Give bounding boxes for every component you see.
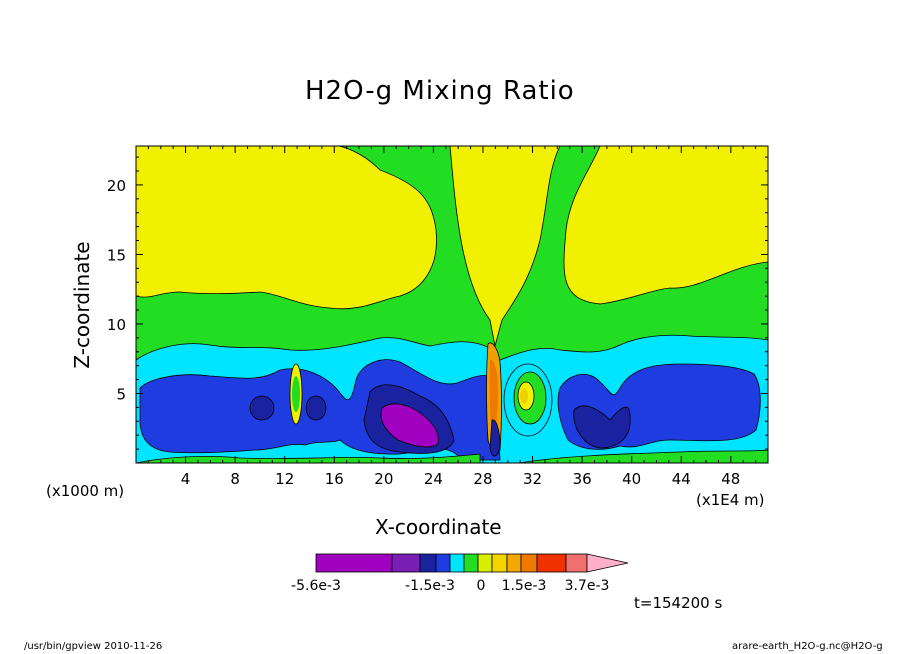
x-tick-label: 44 (672, 470, 691, 488)
colorbar-segment (506, 553, 522, 573)
x-tick-label: 8 (230, 470, 240, 488)
field-deep-core-left-a (249, 395, 275, 421)
colorbar-label: -5.6e-3 (291, 578, 341, 594)
colorbar-segment (449, 553, 465, 573)
field-green-blob-12 (292, 376, 300, 412)
x-tick-label: 48 (721, 470, 740, 488)
y-tick-label: 5 (116, 385, 126, 403)
field-min-purple (380, 403, 439, 448)
y-tick-label: 10 (107, 316, 126, 334)
x-tick-label: 20 (374, 470, 393, 488)
field-green-surface (136, 453, 481, 463)
colorbar-segment (491, 553, 508, 573)
colorbar-segment (315, 553, 393, 573)
x-axis-label: X-coordinate (375, 515, 502, 539)
colorbar: -5.6e-3 -1.5e-3 0 1.5e-3 3.7e-3 (291, 553, 629, 594)
field-deep-core-left-b (305, 395, 327, 421)
colorbar-label: 0 (477, 578, 486, 594)
field-spike-hot (489, 359, 498, 436)
colorbar-segment (520, 553, 538, 573)
x-tick-label: 40 (622, 470, 641, 488)
y-axis-label: Z-coordinate (70, 241, 94, 369)
x-unit-left: (x1000 m) (46, 482, 125, 500)
colorbar-segment (565, 553, 588, 573)
colorbar-segment (419, 553, 437, 573)
field-spike-dark (489, 419, 501, 457)
colorbar-segment (435, 553, 451, 573)
colorbar-label: -1.5e-3 (405, 578, 455, 594)
x-tick-label: 36 (573, 470, 592, 488)
x-unit-right: (x1E4 m) (696, 491, 765, 509)
colorbar-segment (536, 553, 567, 573)
field-deep-core-right (573, 405, 631, 449)
colorbar-segment (463, 553, 479, 573)
colorbar-segment (477, 553, 493, 573)
chart-title: H2O-g Mixing Ratio (305, 76, 575, 106)
colorbar-label: 3.7e-3 (565, 578, 610, 594)
field-gold-blob-32 (520, 388, 528, 404)
colorbar-segment (391, 553, 421, 573)
x-ticks: 4 8 12 16 20 24 28 32 36 40 44 48 (147, 146, 757, 488)
y-tick-label: 15 (107, 246, 126, 264)
footer-left: /usr/bin/gpview 2010-11-26 (24, 641, 163, 652)
x-tick-label: 32 (523, 470, 542, 488)
plot-frame (135, 145, 769, 464)
x-tick-label: 28 (473, 470, 492, 488)
footer-right: arare-earth_H2O-g.nc@H2O-g (732, 641, 883, 652)
x-tick-label: 4 (181, 470, 191, 488)
time-label: t=154200 s (634, 594, 723, 612)
x-tick-label: 12 (275, 470, 294, 488)
colorbar-label: 1.5e-3 (502, 578, 547, 594)
y-tick-label: 20 (107, 177, 126, 195)
y-ticks: 5 10 15 20 (107, 156, 768, 450)
x-tick-label: 16 (325, 470, 344, 488)
colorbar-arrow (586, 553, 629, 573)
x-tick-label: 24 (424, 470, 443, 488)
contour-field (136, 146, 768, 463)
